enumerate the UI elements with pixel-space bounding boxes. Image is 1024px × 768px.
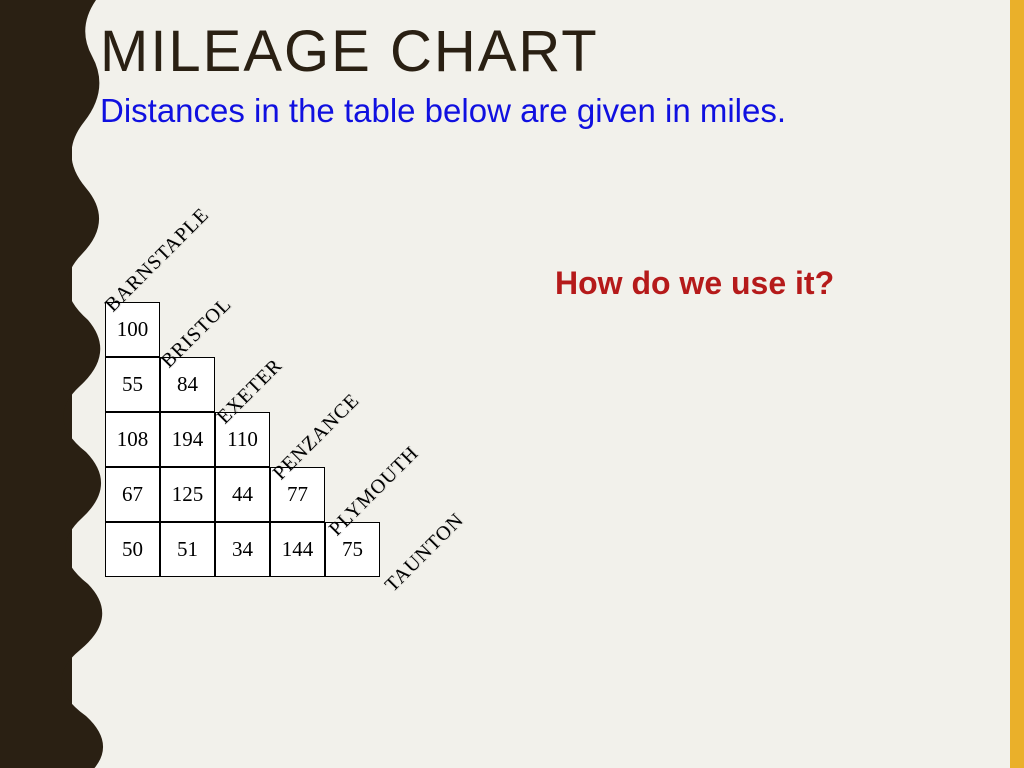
left-accent-band: [0, 0, 72, 768]
distance-cell: 34: [215, 522, 270, 577]
slide-subtitle: Distances in the table below are given i…: [100, 92, 786, 130]
distance-cell: 44: [215, 467, 270, 522]
city-label-barnstaple: BARNSTAPLE: [101, 204, 214, 317]
right-accent-band: [1010, 0, 1024, 768]
slide-title: MILEAGE CHART: [100, 18, 599, 85]
mileage-table: 100 55 84 108 194 110 67 125 44 77 50 51…: [105, 302, 380, 577]
distance-cell: 144: [270, 522, 325, 577]
distance-cell: 100: [105, 302, 160, 357]
distance-cell: 77: [270, 467, 325, 522]
city-label-taunton: TAUNTON: [381, 509, 469, 597]
distance-cell: 55: [105, 357, 160, 412]
distance-cell: 75: [325, 522, 380, 577]
distance-cell: 84: [160, 357, 215, 412]
distance-cell: 67: [105, 467, 160, 522]
distance-cell: 125: [160, 467, 215, 522]
distance-cell: 194: [160, 412, 215, 467]
distance-cell: 51: [160, 522, 215, 577]
distance-cell: 108: [105, 412, 160, 467]
question-text: How do we use it?: [555, 265, 834, 302]
distance-cell: 50: [105, 522, 160, 577]
distance-cell: 110: [215, 412, 270, 467]
